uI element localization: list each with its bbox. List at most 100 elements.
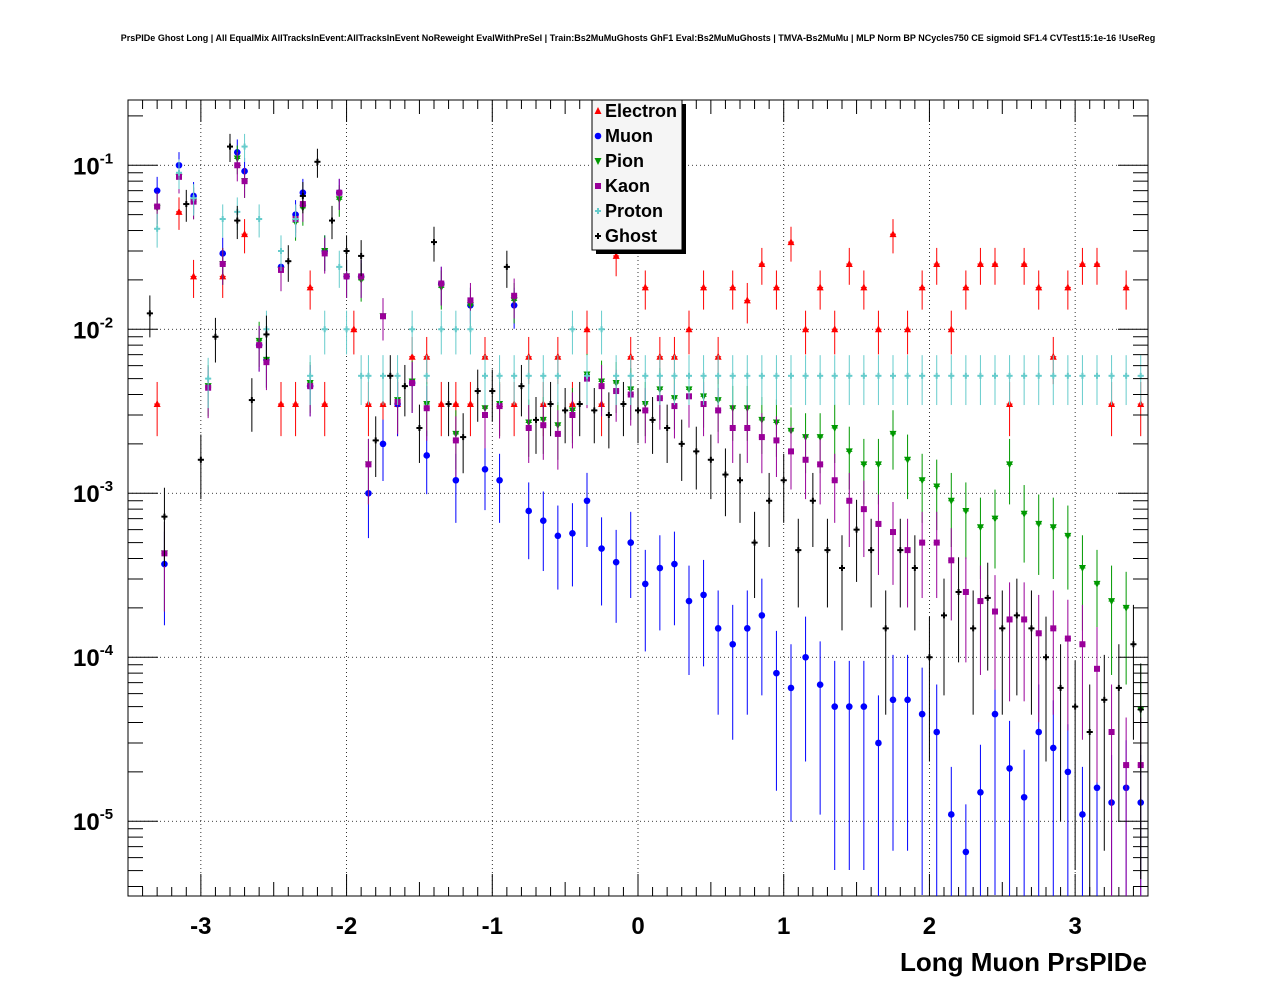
data-point [1079, 372, 1086, 379]
data-point [933, 728, 941, 736]
data-point [766, 497, 773, 504]
data-point [874, 461, 882, 469]
data-point [962, 372, 969, 379]
data-point [1086, 729, 1093, 736]
data-point [743, 625, 751, 632]
data-point [161, 513, 168, 520]
data-point [904, 696, 911, 704]
data-point [336, 189, 343, 196]
data-point [1078, 259, 1086, 267]
data-point [722, 471, 729, 478]
data-point [788, 372, 794, 379]
data-point [584, 372, 590, 379]
data-point [642, 407, 649, 414]
data-point [278, 248, 284, 255]
data-point [307, 372, 314, 379]
data-point [933, 483, 941, 491]
data-point [1064, 768, 1072, 776]
x-tick-label: 2 [923, 913, 936, 940]
data-point [321, 400, 329, 408]
data-point [277, 400, 285, 408]
data-point [1108, 598, 1116, 606]
data-point [1035, 728, 1043, 736]
data-point [707, 456, 714, 463]
data-point [1078, 565, 1086, 573]
data-point [809, 497, 816, 504]
data-point [460, 434, 467, 441]
data-point [816, 681, 824, 689]
data-point [394, 372, 401, 379]
data-point [904, 325, 912, 333]
data-point [772, 283, 780, 291]
data-point [583, 325, 591, 333]
legend-marker [594, 107, 602, 114]
x-tick-label: 1 [777, 913, 790, 940]
data-point [554, 532, 562, 540]
legend-entry-pion: Pion [594, 151, 644, 171]
data-point [358, 372, 365, 379]
data-point [605, 412, 612, 419]
data-point [656, 372, 663, 379]
data-layer [146, 133, 1145, 896]
data-point [700, 591, 707, 599]
data-point [991, 710, 999, 718]
data-point [256, 342, 263, 349]
data-point [1049, 744, 1057, 752]
data-point [431, 239, 437, 246]
data-point [1050, 625, 1057, 632]
data-point [496, 372, 503, 379]
data-point [947, 497, 955, 505]
data-point [263, 359, 270, 366]
data-point [1049, 524, 1057, 532]
data-point [919, 539, 926, 546]
data-point [379, 440, 387, 448]
data-point [962, 588, 969, 595]
data-point [598, 545, 605, 552]
data-point [409, 380, 416, 387]
data-point [489, 388, 496, 395]
data-point [234, 162, 241, 169]
data-point [1093, 784, 1101, 792]
data-point [175, 207, 183, 215]
data-point [1035, 283, 1043, 291]
data-point [947, 325, 955, 333]
data-point [802, 456, 809, 463]
data-point [729, 640, 737, 648]
x-tick-label: 3 [1068, 913, 1081, 940]
data-point [787, 238, 795, 246]
data-point [1108, 729, 1115, 736]
data-point [154, 203, 161, 210]
series-ghost [146, 133, 1144, 896]
data-point [700, 372, 707, 379]
data-point [685, 597, 693, 605]
data-point [467, 326, 474, 333]
data-point [474, 388, 481, 395]
data-point [875, 739, 882, 747]
data-point [241, 178, 248, 185]
data-point [482, 412, 488, 419]
data-point [540, 372, 547, 379]
data-point [423, 452, 431, 459]
data-point [372, 437, 379, 444]
data-point [729, 283, 737, 291]
data-point [321, 250, 328, 257]
data-point [1093, 259, 1101, 267]
data-point [1020, 793, 1028, 801]
data-point [1079, 641, 1086, 648]
data-point [976, 259, 984, 267]
data-point [860, 283, 868, 291]
data-point [715, 407, 722, 414]
legend: Electron Muon Pion Kaon Proton Ghost [591, 99, 686, 254]
data-point [1101, 696, 1108, 703]
data-point [729, 372, 736, 379]
data-point [496, 476, 503, 484]
data-point [1122, 604, 1130, 612]
data-point [438, 326, 445, 333]
data-point [977, 372, 984, 379]
data-point [511, 372, 518, 379]
data-point [671, 560, 678, 568]
data-point [1043, 654, 1049, 661]
data-point [1020, 259, 1028, 267]
data-point [918, 477, 926, 485]
data-point [737, 477, 743, 484]
